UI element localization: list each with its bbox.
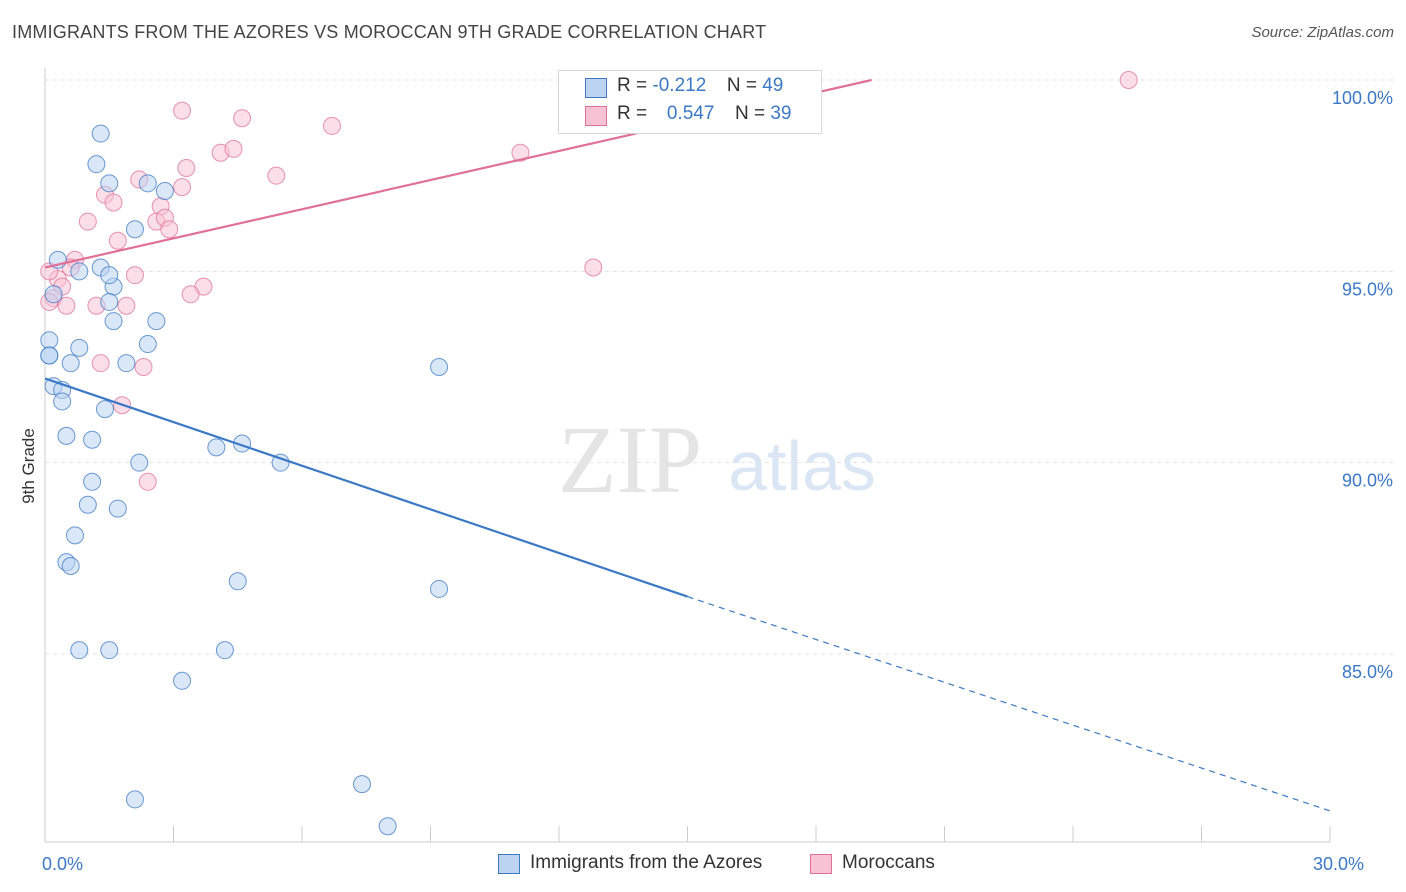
point-azores [40,346,59,365]
chart-title: IMMIGRANTS FROM THE AZORES VS MOROCCAN 9… [12,22,767,42]
point-azores [100,292,119,311]
point-azores [155,181,174,200]
point-moroccans [181,285,200,304]
source-label: Source: ZipAtlas.com [1251,24,1394,41]
point-azores [100,641,119,660]
legend-n-label-moroccans: N = [734,103,766,124]
point-moroccans [78,212,97,231]
legend-r-label-moroccans: R = [617,103,648,124]
point-moroccans [267,166,286,185]
bottom-swatch-moroccans [810,854,832,874]
point-moroccans [57,296,76,315]
axes [44,68,1331,843]
point-moroccans [160,220,179,239]
point-azores [125,220,144,239]
point-azores [78,495,97,514]
point-azores [271,453,290,472]
point-azores [108,499,127,518]
point-azores [61,354,80,373]
point-azores [95,400,114,419]
point-azores [70,262,89,281]
legend-r-moroccans: 0.547 [666,103,715,124]
legend-n-azores: 49 [762,75,784,96]
point-moroccans [138,472,157,491]
point-azores [352,775,371,794]
point-azores [40,331,59,350]
point-azores [53,392,72,411]
point-moroccans [177,159,196,178]
point-moroccans [125,266,144,285]
point-moroccans [233,109,252,128]
point-azores [70,641,89,660]
point-azores [83,472,102,491]
bottom-swatch-azores [498,854,520,874]
point-moroccans [91,354,110,373]
watermark-atlas: atlas [728,427,876,505]
y-tick-label: 100.0% [1332,88,1393,108]
point-azores [378,817,397,836]
point-azores [138,174,157,193]
point-azores [61,556,80,575]
point-azores [65,526,84,545]
y-axis-label: 9th Grade [19,428,38,504]
y-tick-label: 85.0% [1342,662,1393,682]
point-azores [215,641,234,660]
point-moroccans [117,296,136,315]
point-azores [100,174,119,193]
point-azores [117,354,136,373]
point-moroccans [104,193,123,212]
trend-line-azores [44,377,688,598]
legend-n-label-azores: N = [726,75,757,96]
legend-r-azores: -0.212 [652,75,707,96]
point-moroccans [511,143,530,162]
watermark-zip: ZIP [558,406,702,513]
point-moroccans [1119,71,1138,89]
point-moroccans [134,358,153,376]
legend-n-moroccans: 39 [770,103,792,124]
point-azores [207,438,226,457]
correlation-legend: R = -0.212 N = 49 R = 0.547 N = 39 [558,70,822,134]
gridlines [45,79,1394,655]
point-azores [138,335,157,354]
y-tick-label: 90.0% [1342,471,1393,491]
point-moroccans [584,258,603,277]
point-azores [83,430,102,449]
bottom-legend-label-azores: Immigrants from the Azores [530,852,763,873]
point-azores [147,312,166,331]
point-moroccans [322,116,341,135]
point-azores [44,285,63,304]
trend-line-azores-extrapolated [687,596,1331,812]
point-azores [125,790,144,809]
x-tick-label: 0.0% [42,854,83,874]
point-azores [57,426,76,445]
point-moroccans [173,178,192,197]
point-azores [430,579,449,598]
tick-labels: 100.0% 95.0% 90.0% 85.0% 0.0% 30.0% [42,88,1393,874]
point-azores [104,312,123,331]
legend-swatch-moroccans [585,106,607,126]
point-azores [91,124,110,143]
point-moroccans [108,231,127,250]
legend-swatch-azores [585,78,607,98]
point-azores [87,155,106,174]
watermark: ZIP atlas [558,406,876,513]
series-azores-points [40,71,594,836]
legend-r-label-azores: R = [617,75,648,96]
point-azores [70,338,89,357]
y-tick-label: 95.0% [1342,279,1393,299]
bottom-legend-label-moroccans: Moroccans [842,852,935,873]
point-moroccans [224,139,243,158]
point-azores [100,266,119,285]
bottom-legend: Immigrants from the Azores Moroccans [0,852,1406,878]
x-tick-label: 30.0% [1313,854,1364,874]
point-moroccans [173,101,192,120]
point-azores [228,572,247,591]
point-azores [130,453,149,472]
series-moroccans-points [40,71,1138,491]
point-azores [173,671,192,690]
point-azores [430,358,449,376]
